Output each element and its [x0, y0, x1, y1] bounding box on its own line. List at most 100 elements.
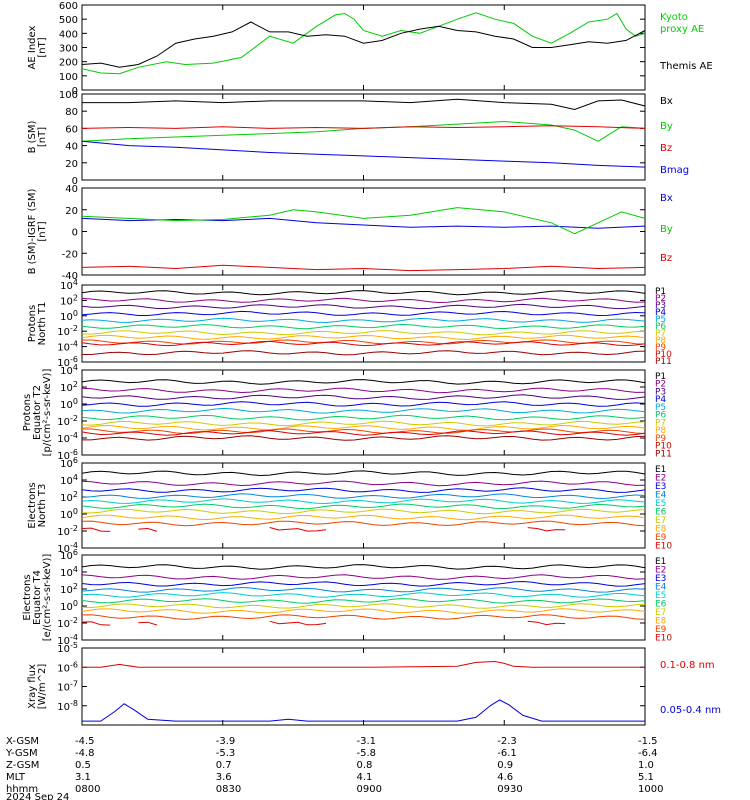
- legend-label: E1: [655, 465, 666, 475]
- legend-label: P6: [655, 322, 666, 332]
- date-label: 2024 Sep 24: [6, 792, 69, 800]
- series-line: [81, 140, 646, 168]
- series-line: [81, 414, 646, 421]
- plot-frame: [81, 554, 646, 641]
- plot-frame: [81, 369, 646, 456]
- legend-label: 0.1-0.8 nm: [660, 660, 715, 671]
- legend-label: P4: [655, 308, 666, 318]
- legend-label: P7: [655, 329, 666, 339]
- series-line: [81, 290, 646, 296]
- series-line: [81, 470, 646, 477]
- legend-label: E7: [655, 608, 666, 618]
- y-tick-label: 100: [60, 599, 78, 613]
- series-line: [81, 514, 646, 521]
- y-tick-label: 102: [60, 380, 78, 394]
- y-axis-label: ElectronsNorth T3: [27, 482, 48, 528]
- legend-label: P9: [655, 434, 666, 444]
- y-tick-label: 10-6: [57, 660, 78, 674]
- series-line: [81, 498, 646, 505]
- legend-label: Bmag: [660, 165, 689, 176]
- legend-label: P4: [655, 395, 666, 405]
- ephemeris-value: 3.6: [216, 772, 232, 783]
- series-line: [81, 379, 646, 385]
- legend-label: E8: [655, 525, 667, 535]
- y-axis-label: ElectronsEquator T4[e/(cm²-s-sr-keV)]: [22, 554, 53, 642]
- series-line: [81, 508, 646, 515]
- legend-label: E5: [655, 499, 666, 509]
- series-line: [81, 430, 646, 436]
- legend-label: P9: [655, 343, 666, 353]
- ephemeris-value: -2.3: [497, 736, 517, 747]
- series-line: [82, 660, 645, 668]
- series-line: [81, 493, 646, 499]
- legend-label: P8: [655, 336, 666, 346]
- ephemeris-value: 0.7: [216, 760, 232, 771]
- y-axis-label: ProtonsEquator T2[p/(cm²-s-sr-keV)]: [22, 369, 53, 457]
- ephemeris-value: 0.5: [75, 760, 91, 771]
- ephemeris-value: -5.8: [357, 748, 377, 759]
- y-tick-label: 100: [60, 309, 78, 323]
- series-line: [81, 264, 646, 272]
- series-line: [81, 310, 646, 317]
- legend-label: 0.05-0.4 nm: [660, 705, 721, 716]
- y-tick-label: 102: [60, 293, 78, 307]
- series-line: [81, 621, 111, 626]
- ephemeris-value: 0.9: [497, 760, 513, 771]
- series-line: [81, 592, 646, 598]
- y-tick-label: 40: [65, 142, 78, 153]
- legend-label: P5: [655, 403, 666, 413]
- y-tick-label: 300: [59, 44, 78, 55]
- y-axis-label: Xray flux[W/m^2]: [27, 664, 48, 710]
- series-line: [82, 428, 646, 435]
- series-line: [138, 527, 158, 532]
- y-tick-label: -20: [62, 249, 78, 260]
- series-line: [82, 98, 646, 111]
- legend-label: P11: [655, 449, 672, 459]
- plot-frame: [81, 462, 646, 549]
- legend-label: E3: [655, 482, 666, 492]
- y-tick-label: 0: [72, 176, 78, 187]
- series-line: [81, 323, 646, 330]
- ephemeris-value: -6.4: [638, 748, 658, 759]
- series-line: [81, 330, 646, 336]
- y-tick-label: 102: [60, 490, 78, 504]
- series-line: [81, 401, 646, 407]
- ephemeris-value: 0830: [216, 784, 241, 795]
- series-line: [82, 435, 646, 441]
- legend-label: E7: [655, 516, 666, 526]
- plot-frame: [81, 4, 646, 91]
- ephemeris-value: 0800: [75, 784, 100, 795]
- series-line: [81, 303, 646, 310]
- legend-label: Themis AE: [659, 61, 713, 72]
- y-tick-label: 102: [60, 582, 78, 596]
- series-line: [81, 580, 646, 587]
- series-line: [81, 125, 646, 129]
- series-line: [81, 297, 646, 304]
- y-tick-label: 10-8: [57, 699, 78, 713]
- y-tick-label: 10-2: [57, 414, 78, 428]
- y-axis-label: B (SM)-IGRF (SM)[nT]: [27, 189, 48, 275]
- plot-frame: [81, 284, 646, 363]
- series-line: [81, 487, 646, 493]
- ephemeris-value: -4.8: [75, 748, 95, 759]
- ephemeris-value: 3.1: [75, 772, 91, 783]
- series-line: [81, 586, 646, 593]
- series-line: [81, 503, 646, 510]
- legend-label: P3: [655, 301, 666, 311]
- series-line: [269, 620, 327, 626]
- legend-label: Bz: [660, 253, 672, 264]
- series-line: [81, 603, 646, 609]
- series-line: [81, 207, 646, 235]
- y-tick-label: 400: [59, 29, 78, 40]
- series-line: [527, 620, 566, 626]
- series-line: [81, 394, 646, 400]
- y-tick-label: 100: [59, 90, 78, 101]
- legend-label: By: [660, 121, 673, 132]
- y-tick-label: 10-5: [57, 641, 78, 655]
- y-axis-label: ProtonsNorth T1: [27, 302, 48, 346]
- y-tick-label: 40: [65, 184, 78, 195]
- legend-label: E6: [655, 508, 667, 518]
- series-line: [82, 339, 646, 345]
- series-line: [81, 340, 646, 347]
- series-line: [81, 120, 646, 142]
